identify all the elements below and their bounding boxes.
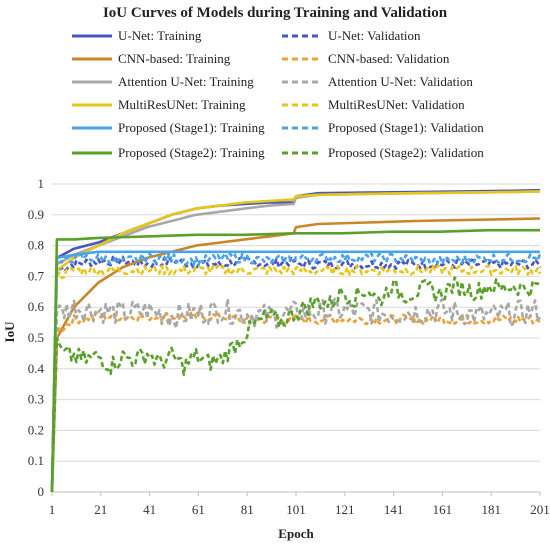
x-axis-label: Epoch — [278, 526, 314, 541]
legend-label: Proposed (Stage1): Validation — [328, 120, 484, 135]
series-line-7 — [50, 264, 542, 493]
series-line-2 — [50, 217, 541, 493]
x-tick-label: 101 — [286, 502, 306, 517]
legend: U-Net: Training U-Net: Validation CNN-base… — [72, 28, 484, 160]
legend-label: CNN-based: Validation — [328, 51, 450, 66]
legend-label: Proposed (Stage2): Training — [118, 145, 265, 160]
chart-title: IoU Curves of Models during Training and… — [103, 5, 448, 21]
y-tick-label: 0.9 — [28, 207, 44, 222]
axes: 00.10.20.30.40.50.60.70.80.911 21 41 61 81 10… — [28, 176, 550, 517]
x-tick-label: 61 — [192, 502, 205, 517]
legend-label: Attention U-Net: Training — [118, 74, 254, 89]
series-line-11 — [50, 276, 541, 493]
y-tick-label: 0.2 — [28, 422, 44, 437]
series-line-5 — [50, 297, 542, 493]
series-line-8 — [50, 250, 540, 493]
x-tick-label: 41 — [143, 502, 156, 517]
y-tick-label: 0.3 — [28, 392, 44, 407]
legend-label: U-Net: Validation — [328, 28, 421, 43]
legend-label: CNN-based: Training — [118, 51, 231, 66]
y-tick-label: 0.7 — [28, 268, 45, 283]
legend-label: MultiResUNet: Validation — [328, 97, 465, 112]
y-tick-label: 1 — [38, 176, 45, 191]
series-line-3 — [50, 310, 541, 493]
series-line-6 — [50, 190, 541, 493]
x-tick-label: 21 — [94, 502, 107, 517]
x-tick-label: 181 — [481, 502, 501, 517]
y-tick-label: 0.8 — [28, 238, 44, 253]
series-layer — [50, 188, 542, 493]
y-tick-label: 0.5 — [28, 330, 44, 345]
legend-label: Proposed (Stage1): Training — [118, 120, 265, 135]
x-tick-label: 121 — [335, 502, 355, 517]
legend-label: Attention U-Net: Validation — [328, 74, 473, 89]
x-tick-label: 81 — [241, 502, 254, 517]
series-line-10 — [50, 228, 540, 493]
x-tick-label: 141 — [384, 502, 404, 517]
series-line-9 — [50, 252, 542, 493]
y-axis-label: IoU — [2, 321, 17, 343]
y-tick-label: 0.6 — [28, 299, 45, 314]
x-tick-label: 161 — [433, 502, 453, 517]
legend-label: U-Net: Training — [118, 28, 202, 43]
y-tick-label: 0.4 — [28, 361, 45, 376]
legend-label: Proposed (Stage2): Validation — [328, 145, 484, 160]
x-tick-label: 201 — [530, 502, 550, 517]
legend-label: MultiResUNet: Training — [118, 97, 246, 112]
y-tick-label: 0 — [38, 484, 45, 499]
x-tick-label: 1 — [49, 502, 56, 517]
y-tick-label: 0.1 — [28, 453, 44, 468]
